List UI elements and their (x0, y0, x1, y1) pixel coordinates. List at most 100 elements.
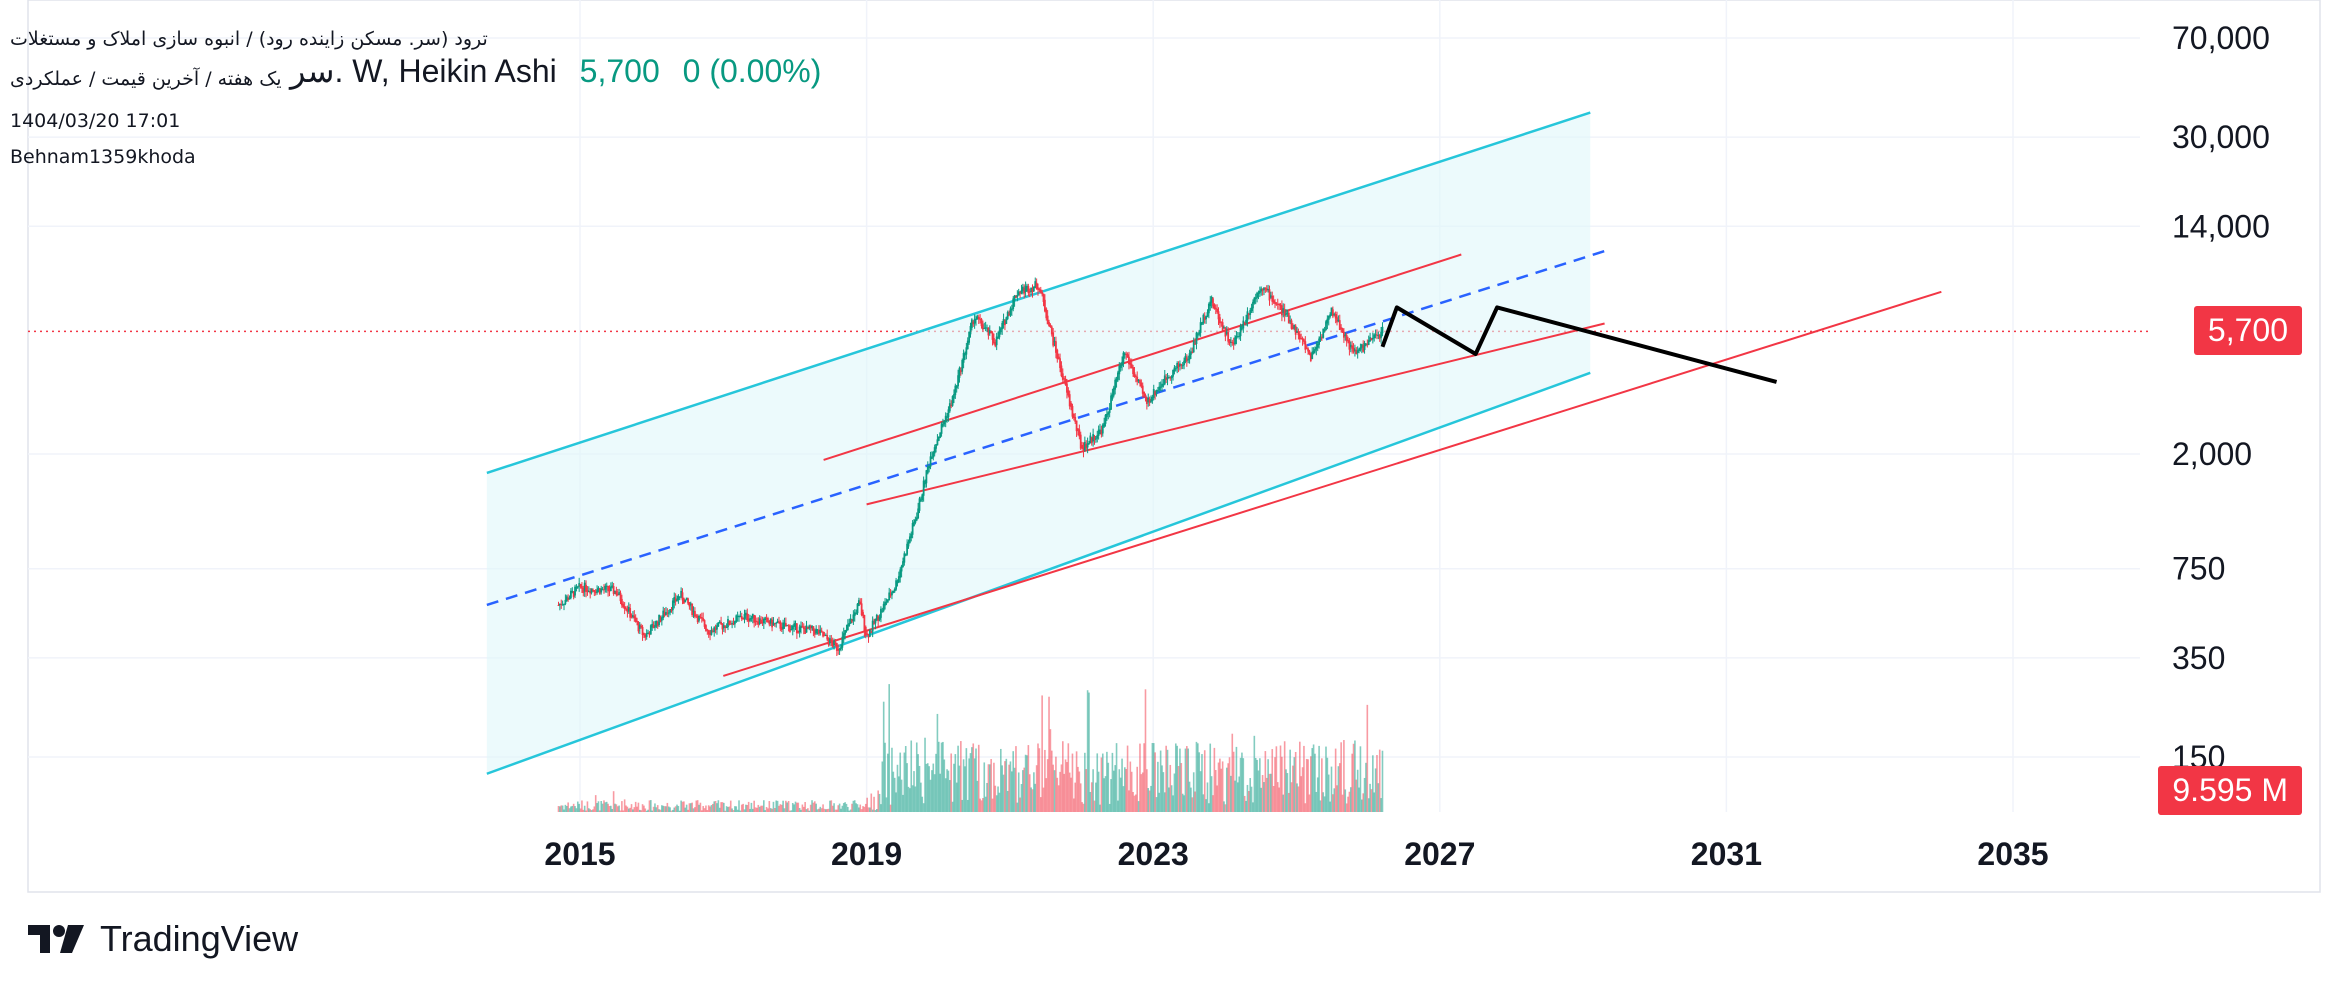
candle-body (863, 614, 866, 632)
candle-body (1206, 312, 1209, 317)
volume-bar (1213, 747, 1216, 812)
volume-bar (818, 808, 820, 812)
candle-body (1289, 320, 1292, 322)
candle (990, 330, 993, 334)
candle-body (959, 370, 962, 373)
candle-body (1082, 447, 1085, 452)
candle (955, 384, 958, 393)
volume-bar (826, 809, 828, 812)
candle (1257, 290, 1260, 300)
volume-bar (873, 796, 875, 812)
candle-body (1316, 343, 1319, 348)
candle (983, 322, 986, 330)
candle-body (987, 327, 990, 336)
candle-body (981, 324, 984, 330)
volume-bar (1146, 769, 1148, 812)
candle-body (1358, 349, 1360, 351)
price-badge: 5,700 (2193, 306, 2302, 355)
candle-body (1205, 315, 1208, 320)
volume-bar (855, 803, 857, 812)
candle-body (1230, 341, 1232, 343)
volume-bar (1066, 762, 1068, 812)
volume-bar (957, 745, 959, 812)
volume-bar (1221, 761, 1224, 812)
candle (589, 588, 592, 599)
candle (641, 624, 644, 641)
volume-bar (986, 782, 988, 812)
candle (705, 624, 707, 632)
volume-bar (1252, 802, 1254, 812)
volume-bar (1369, 783, 1371, 812)
candle-body (1190, 351, 1192, 355)
volume-bar (769, 808, 772, 812)
candle (1220, 321, 1223, 327)
volume-bar (735, 806, 738, 812)
volume-bar (924, 737, 926, 812)
volume-bar (1030, 787, 1032, 812)
candle-body (964, 354, 966, 356)
candle (834, 638, 837, 647)
candle (1150, 395, 1152, 404)
volume-bar (734, 806, 736, 812)
candle (1163, 369, 1166, 386)
candle (1271, 291, 1274, 306)
candle-body (1227, 332, 1230, 342)
candle-body (1360, 344, 1363, 348)
volume-bar (1111, 752, 1114, 812)
candle (1311, 347, 1314, 360)
volume-bar (870, 793, 873, 812)
candle (658, 614, 660, 628)
volume-bar (1176, 745, 1178, 812)
candle (717, 622, 720, 628)
candle (1267, 284, 1270, 293)
candle-body (705, 625, 707, 631)
candle (932, 450, 935, 461)
candle (1359, 343, 1362, 352)
volume-bar (1073, 798, 1075, 812)
candle (939, 432, 942, 439)
volume-bar (1147, 788, 1150, 812)
volume-bar (721, 802, 724, 812)
volume-bar (699, 802, 702, 812)
volume-bar (572, 803, 575, 812)
candle-body (957, 375, 959, 387)
volume-bar (739, 810, 742, 812)
candle (1318, 336, 1320, 349)
candle (1342, 328, 1345, 343)
candle-body (1331, 309, 1334, 317)
candle (975, 315, 977, 326)
volume-bar (983, 762, 986, 812)
candle (707, 629, 710, 638)
candle-body (1267, 289, 1270, 291)
candle (1201, 321, 1203, 326)
candle (740, 612, 743, 622)
candle (607, 585, 610, 597)
candle (1260, 286, 1263, 296)
candle-body (771, 619, 773, 628)
volume-bar (1141, 772, 1144, 812)
candle-body (819, 629, 822, 634)
volume-bar (797, 802, 800, 812)
candle-body (1356, 350, 1359, 353)
candle (1337, 315, 1340, 323)
volume-bar (1085, 769, 1088, 812)
candle (918, 496, 921, 514)
candle (844, 629, 847, 640)
candle-body (897, 576, 900, 583)
candle-body (1168, 377, 1170, 379)
volume-bar (1241, 752, 1243, 812)
time-axis[interactable]: 2015 2019 2023 2027 2031 2035 (544, 836, 2048, 872)
candle (889, 589, 892, 598)
candle (764, 616, 767, 625)
candle-body (1118, 365, 1121, 375)
volume-bar (1214, 770, 1217, 812)
tradingview-brand[interactable]: TradingView (28, 918, 298, 960)
candle (965, 342, 968, 360)
candle-body (900, 565, 903, 572)
candle-body (622, 603, 625, 608)
volume-bar (1333, 788, 1336, 812)
volume-bar (833, 803, 835, 812)
candle-body (732, 623, 735, 625)
